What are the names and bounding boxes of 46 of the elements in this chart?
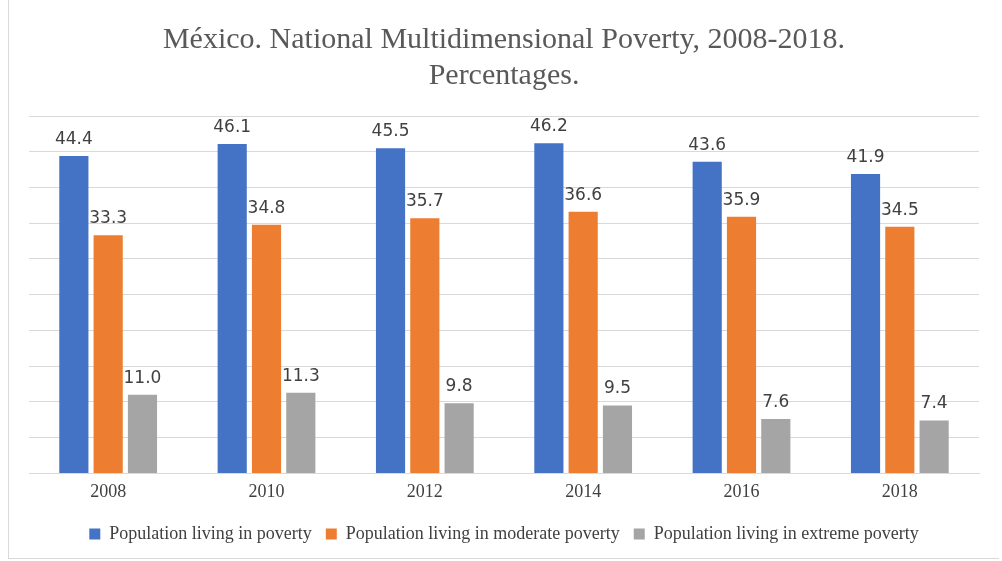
bar	[444, 403, 474, 473]
bar	[251, 224, 282, 473]
data-label: 41.9	[846, 145, 885, 166]
bar	[59, 156, 89, 473]
bar	[602, 405, 633, 473]
legend-label: Population living in extreme poverty	[653, 522, 919, 543]
data-label: 9.5	[603, 377, 631, 398]
data-label: 44.4	[54, 127, 93, 148]
x-tick-label: 2014	[565, 480, 602, 501]
data-label: 45.5	[371, 120, 410, 141]
data-label: 35.9	[722, 188, 761, 209]
data-label: 46.2	[529, 115, 568, 136]
bar	[568, 211, 598, 473]
data-label: 7.4	[920, 392, 948, 413]
x-tick-label: 2010	[248, 480, 285, 501]
x-tick-label: 2018	[881, 480, 918, 501]
bar	[761, 419, 791, 473]
data-label: 46.1	[213, 115, 252, 136]
x-tick-label: 2012	[406, 480, 443, 501]
bar	[850, 173, 881, 473]
bar	[217, 143, 247, 473]
x-tick-label: 2008	[90, 480, 127, 501]
bar	[286, 392, 316, 473]
bar	[410, 218, 440, 473]
bar	[375, 148, 406, 473]
bar	[534, 143, 564, 473]
data-label: 43.6	[688, 133, 727, 154]
legend-label: Population living in moderate poverty	[345, 522, 620, 543]
bar	[726, 216, 757, 473]
bar	[127, 394, 158, 473]
legend-label: Population living in poverty	[109, 522, 312, 543]
data-label: 36.6	[564, 183, 603, 204]
bar	[919, 420, 949, 473]
data-label: 7.6	[762, 391, 790, 411]
data-label: 33.3	[89, 207, 128, 228]
chart-title: México. National Multidimensional Poverty, 2008-2018. Percentages.	[162, 20, 846, 90]
x-tick-label: 2016	[723, 480, 760, 501]
bar	[93, 235, 123, 473]
data-label: 34.8	[247, 196, 286, 217]
data-label: 11.3	[281, 364, 320, 385]
data-label: 9.8	[445, 375, 473, 396]
bar	[885, 226, 915, 473]
data-label: 34.5	[880, 198, 919, 219]
bar	[692, 161, 722, 473]
data-label: 11.0	[123, 366, 162, 387]
data-label: 35.7	[405, 190, 444, 211]
